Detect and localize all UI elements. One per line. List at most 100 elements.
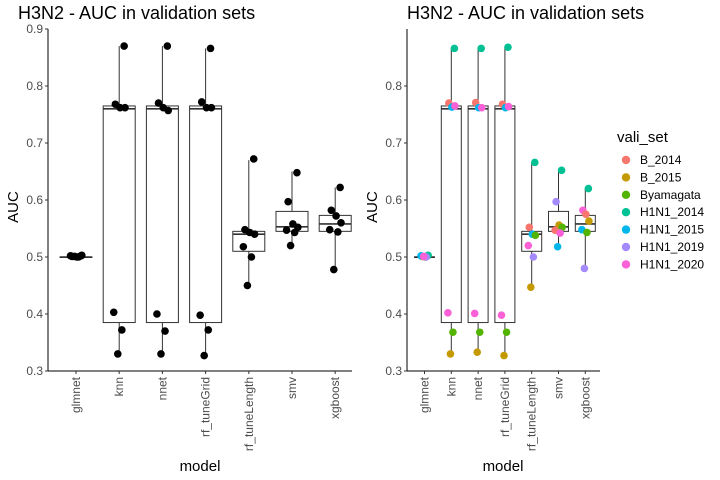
left-x-tick-label: glmnet (69, 376, 83, 413)
right-data-point (500, 351, 508, 360)
right-data-point (477, 44, 485, 53)
right-data-point (525, 223, 534, 232)
right-plot-area: 0.3 0.4 0.5 0.6 0.7 0.8 glmnet knn nnet rf_tuneGr… (385, 29, 600, 451)
right-data-point (585, 217, 593, 225)
left-data-point (206, 44, 215, 53)
left-data-point (243, 281, 252, 290)
right-data-point (449, 328, 457, 337)
left-data-point (249, 155, 258, 163)
right-data-point (444, 309, 452, 317)
right-panel: H3N2 - AUC in validation sets AUC model … (364, 3, 644, 475)
right-data-point (504, 43, 512, 52)
left-y-tick-label: 0.5 (26, 250, 43, 264)
right-chart-title: H3N2 - AUC in validation sets (407, 3, 644, 23)
right-data-point (451, 102, 459, 110)
left-data-point (286, 241, 295, 250)
right-y-axis-title: AUC (364, 191, 381, 223)
left-data-point (153, 310, 161, 318)
right-data-point (450, 44, 459, 53)
left-y-tick-label: 0.9 (26, 22, 43, 36)
left-x-tick-label: knn (112, 377, 126, 396)
left-data-point (332, 212, 340, 220)
left-data-point (161, 327, 169, 335)
right-data-point (446, 350, 455, 358)
right-x-tick-label: smv (552, 377, 566, 399)
right-data-point (582, 210, 590, 219)
left-data-point (157, 350, 165, 358)
right-data-point (580, 264, 589, 273)
left-data-point (121, 103, 129, 112)
right-data-point (497, 311, 506, 319)
legend-key-dot (621, 155, 631, 165)
left-data-point (113, 350, 122, 358)
legend-label: H1N1_2015 (640, 223, 704, 237)
left-y-tick-label: 0.3 (26, 364, 43, 378)
left-box-body (145, 105, 179, 324)
right-data-point (552, 197, 560, 206)
right-data-point (584, 184, 593, 193)
right-data-point (475, 328, 484, 337)
left-y-tick-label: 0.6 (26, 193, 43, 207)
right-x-tick-label: glmnet (418, 376, 432, 413)
left-y-tick-label: 0.8 (26, 79, 43, 93)
left-data-point (337, 219, 345, 227)
legend-label: B_2015 (640, 170, 682, 184)
left-data-point (200, 351, 208, 360)
right-x-tick-label: nnet (471, 376, 485, 400)
left-data-point (336, 183, 344, 192)
left-chart-title: H3N2 - AUC in validation sets (18, 3, 255, 23)
left-data-point (327, 206, 336, 215)
left-y-tick-label: 0.4 (26, 307, 43, 321)
right-box-body (494, 105, 516, 324)
right-data-point (583, 228, 591, 237)
right-box-body (467, 105, 489, 324)
right-data-point (527, 283, 535, 292)
left-data-point (109, 308, 118, 317)
right-box-body (440, 105, 462, 324)
left-data-point (247, 253, 256, 261)
legend-label: Byamagata (640, 188, 701, 202)
left-x-axis-title: model (180, 458, 221, 475)
legend-key-dot (621, 190, 631, 199)
left-data-point (164, 106, 173, 115)
right-y-tick-label: 0.6 (385, 193, 402, 207)
right-x-tick-label: rf_tuneGrid (498, 377, 512, 437)
right-y-tick-label: 0.4 (385, 307, 402, 321)
right-data-point (558, 223, 566, 232)
right-data-point (530, 158, 539, 167)
left-data-point (118, 326, 126, 334)
left-y-axis-title: AUC (5, 191, 22, 223)
right-data-point (477, 103, 486, 112)
left-data-point (163, 42, 172, 50)
left-y-tick-label: 0.7 (26, 136, 43, 150)
right-x-tick-label: xgboost (578, 376, 592, 419)
legend-label: H1N1_2014 (640, 205, 704, 219)
left-data-point (250, 230, 259, 238)
left-plot-area: 0.3 0.4 0.5 0.6 0.7 0.8 0.9 glmnet knn nnet rf_tun… (26, 22, 352, 451)
right-data-point (531, 231, 540, 240)
right-y-tick-label: 0.5 (385, 250, 402, 264)
right-y-tick-label: 0.8 (385, 79, 402, 93)
left-data-point (325, 225, 334, 234)
left-data-point (334, 228, 342, 236)
legend-label: H1N1_2020 (640, 257, 704, 271)
legend-key-dot (621, 173, 631, 182)
right-data-point (473, 348, 482, 356)
right-data-point (419, 252, 428, 261)
legend-title: vali_set (617, 129, 669, 146)
right-x-axis-title: model (483, 458, 524, 475)
left-data-point (196, 311, 204, 319)
left-data-point (207, 103, 216, 112)
left-data-point (329, 265, 338, 274)
left-box-body (102, 105, 136, 324)
left-x-tick-label: rf_tuneGrid (199, 377, 213, 437)
left-data-point (154, 99, 163, 107)
right-data-point (524, 241, 533, 250)
legend-key-dot (621, 225, 631, 234)
left-data-point (70, 252, 79, 261)
legend: vali_set B_2014 B_2015 Byamagata H1N1_2014 H… (617, 129, 704, 271)
left-x-tick-label: xgboost (328, 376, 342, 419)
left-x-tick-label: nnet (155, 376, 169, 400)
right-x-tick-label: rf_tuneLength (525, 377, 539, 451)
left-data-point (239, 242, 248, 251)
